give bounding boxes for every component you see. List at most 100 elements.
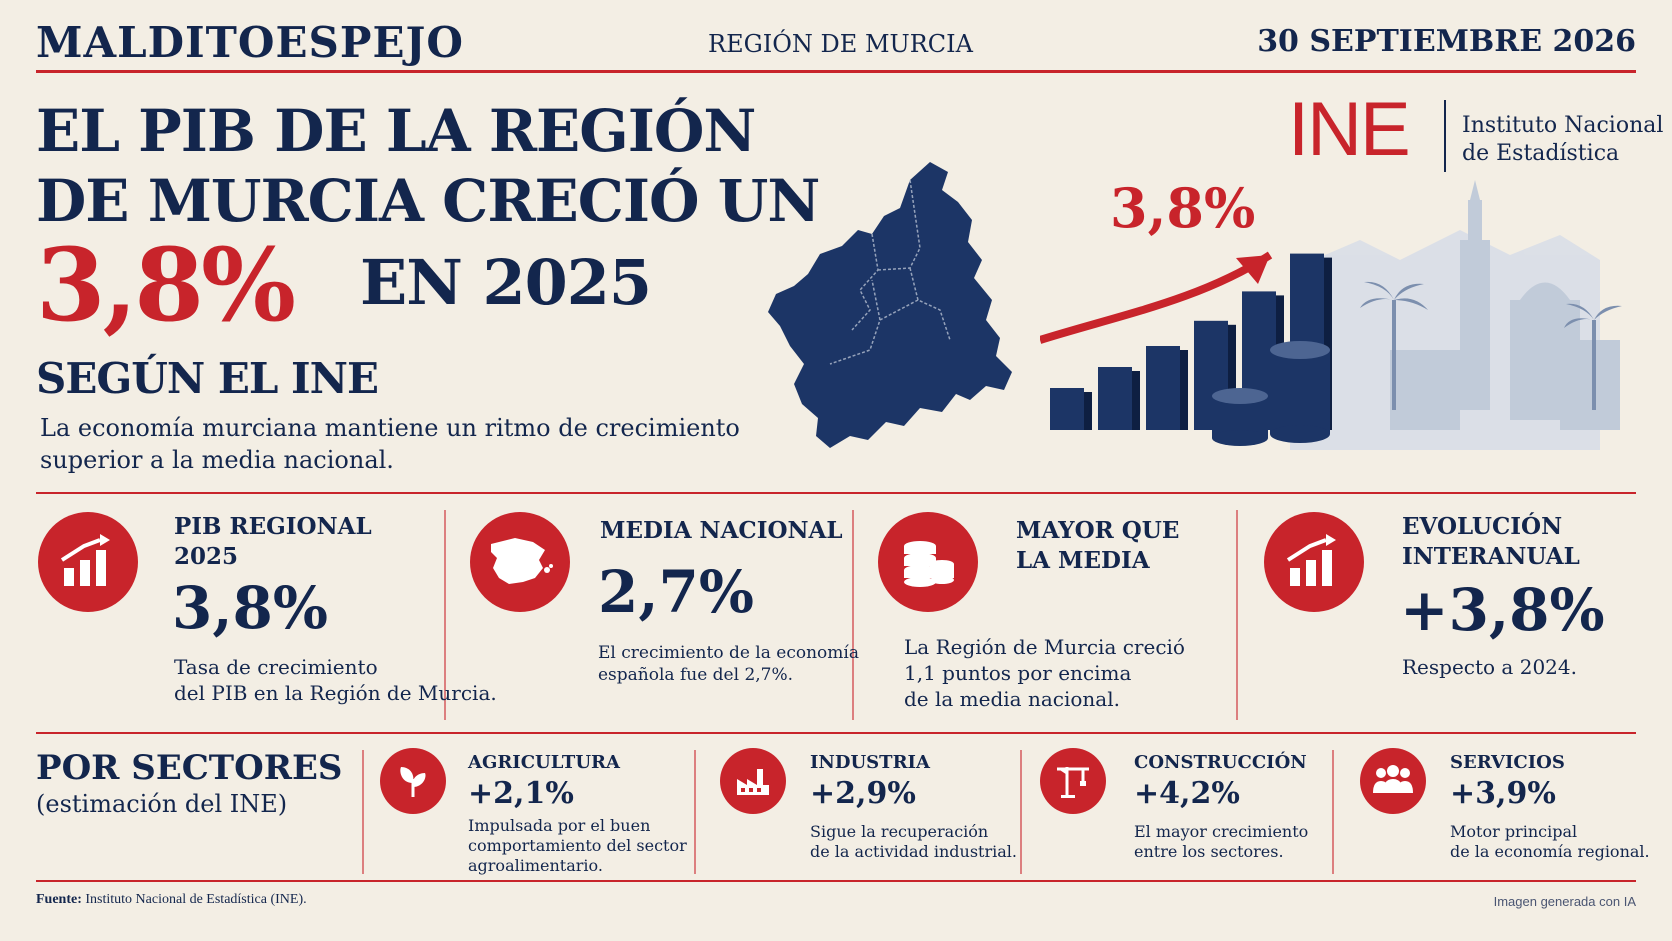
kpi-evolucion-desc: Respecto a 2024. (1402, 655, 1577, 679)
factory-icon (720, 748, 786, 814)
growth-bar-side (1132, 371, 1140, 430)
crane-icon (1040, 748, 1106, 814)
kpi-media-nacional-desc: El crecimiento de la economía española f… (598, 642, 859, 686)
growth-bar-side (1084, 392, 1092, 430)
ai-note: Imagen generada con IA (1493, 894, 1636, 909)
source-label: Fuente: (36, 892, 82, 907)
kpi-evolucion-icon (1264, 512, 1364, 612)
sector-industria-desc: Sigue la recuperación de la actividad in… (810, 822, 1017, 862)
kpi-pib-regional-value: 3,8% (172, 574, 329, 642)
sectors-title: POR SECTORES (36, 748, 343, 788)
growth-illustration (1040, 180, 1622, 450)
kpi-pib-regional-title-1: PIB REGIONAL (174, 513, 372, 540)
headline-line-4: SEGÚN EL INE (36, 354, 379, 403)
city-skyline (1290, 180, 1620, 450)
sector-construccion-desc-2: entre los sectores. (1134, 842, 1284, 861)
kpi-mayor-media-desc-1: La Región de Murcia creció (904, 635, 1185, 659)
kpi-mayor-media-title-1: MAYOR QUE (1016, 517, 1180, 544)
growth-bar (1050, 388, 1084, 430)
sector-divider-3 (1020, 750, 1022, 874)
sector-divider-4 (1332, 750, 1334, 874)
header-divider (36, 70, 1636, 73)
kpi-mayor-media-desc-3: de la media nacional. (904, 687, 1120, 711)
ine-name-line-1: Instituto Nacional (1462, 113, 1664, 138)
kpi-pib-regional-title-2: 2025 (174, 543, 239, 570)
ine-divider (1444, 100, 1446, 172)
ine-logo: INE (1288, 87, 1411, 172)
growth-bar (1146, 346, 1180, 430)
sector-construccion-desc: El mayor crecimiento entre los sectores. (1134, 822, 1308, 862)
headline-line-3: EN 2025 (360, 246, 652, 319)
sector-servicios-name: SERVICIOS (1450, 752, 1565, 773)
headline-line-2: DE MURCIA CRECIÓ UN (36, 167, 820, 235)
kpi-pib-regional-icon (38, 512, 138, 612)
kpi-media-nacional-value: 2,7% (598, 558, 755, 626)
kpi-evolucion-title-1: EVOLUCIÓN (1402, 513, 1563, 540)
region-label: REGIÓN DE MURCIA (708, 30, 973, 58)
sectors-subtitle: (estimación del INE) (36, 790, 288, 818)
sector-construccion-value: +4,2% (1134, 776, 1240, 811)
growth-bar-side (1180, 350, 1188, 430)
kpi-pib-regional-desc-1: Tasa de crecimiento (174, 655, 378, 679)
kpi-media-nacional-desc-1: El crecimiento de la economía (598, 643, 859, 663)
headline-line-1: EL PIB DE LA REGIÓN (36, 97, 756, 165)
sector-servicios-desc-2: de la economía regional. (1450, 842, 1650, 861)
masthead: MALDITOESPEJO (36, 18, 464, 67)
sector-servicios-desc: Motor principal de la economía regional. (1450, 822, 1650, 862)
sector-agricultura-desc-2: comportamiento del sector (468, 836, 687, 855)
ine-name: Instituto Nacional de Estadística (1462, 112, 1663, 168)
sector-industria-value: +2,9% (810, 776, 916, 811)
kpi-media-nacional-desc-2: española fue del 2,7%. (598, 665, 794, 685)
kpi-mayor-media-icon (878, 512, 978, 612)
kpi-mayor-media-desc: La Región de Murcia creció 1,1 puntos po… (904, 634, 1185, 712)
kpi-evolucion-title: EVOLUCIÓN INTERANUAL (1402, 512, 1580, 572)
kpi-media-nacional-title: MEDIA NACIONAL (600, 517, 843, 544)
growth-bar (1098, 367, 1132, 430)
growth-arrowhead (1236, 255, 1270, 284)
sector-construccion-desc-1: El mayor crecimiento (1134, 822, 1309, 841)
sector-divider-2 (694, 750, 696, 874)
sector-agricultura-desc: Impulsada por el buen comportamiento del… (468, 816, 687, 876)
kpi-evolucion-value: +3,8% (1400, 576, 1605, 644)
growth-label: 3,8% (1110, 176, 1256, 240)
footer-divider (36, 880, 1636, 882)
kpi-pib-regional-desc-2: del PIB en la Región de Murcia. (174, 681, 497, 705)
sector-agricultura-value: +2,1% (468, 776, 574, 811)
kpi-mayor-media-title: MAYOR QUE LA MEDIA (1016, 516, 1179, 576)
sector-servicios-desc-1: Motor principal (1450, 822, 1578, 841)
kpi-pib-regional-title: PIB REGIONAL 2025 (174, 512, 372, 572)
sector-divider-1 (362, 750, 364, 874)
sector-agricultura-name: AGRICULTURA (468, 752, 620, 773)
plant-icon (380, 748, 446, 814)
sector-industria-desc-2: de la actividad industrial. (810, 842, 1017, 861)
sector-agricultura-desc-1: Impulsada por el buen (468, 816, 651, 835)
sector-industria-name: INDUSTRIA (810, 752, 930, 773)
kpi-divider-2 (852, 510, 854, 720)
kpi-media-nacional-icon (470, 512, 570, 612)
sector-industria-desc-1: Sigue la recuperación (810, 822, 989, 841)
sector-construccion-name: CONSTRUCCIÓN (1134, 752, 1307, 773)
growth-bar-side (1228, 324, 1236, 430)
kpi-mayor-media-desc-2: 1,1 puntos por encima (904, 661, 1132, 685)
growth-bar-side (1324, 257, 1332, 430)
sector-servicios-value: +3,9% (1450, 776, 1556, 811)
kpi-divider-3 (1236, 510, 1238, 720)
coin-stack (1212, 341, 1330, 446)
headline-percent: 3,8% (36, 226, 296, 344)
growth-arrow (1040, 251, 1273, 344)
kpi-divider-1 (444, 510, 446, 720)
palm-trees (1360, 281, 1622, 410)
ine-name-line-2: de Estadística (1462, 141, 1620, 166)
kpi-evolucion-title-2: INTERANUAL (1402, 543, 1580, 570)
section-divider-1 (36, 492, 1636, 494)
people-icon (1360, 748, 1426, 814)
kpi-mayor-media-title-2: LA MEDIA (1016, 547, 1150, 574)
date-label: 30 SEPTIEMBRE 2026 (1257, 24, 1636, 59)
lead-paragraph: La economía murciana mantiene un ritmo d… (40, 414, 740, 474)
source-note: Fuente: Instituto Nacional de Estadístic… (36, 892, 307, 908)
kpi-pib-regional-desc: Tasa de crecimiento del PIB en la Región… (174, 654, 497, 706)
source-text: Instituto Nacional de Estadística (INE). (85, 892, 307, 907)
murcia-map-icon (768, 162, 1012, 448)
section-divider-2 (36, 732, 1636, 734)
sector-agricultura-desc-3: agroalimentario. (468, 856, 603, 875)
